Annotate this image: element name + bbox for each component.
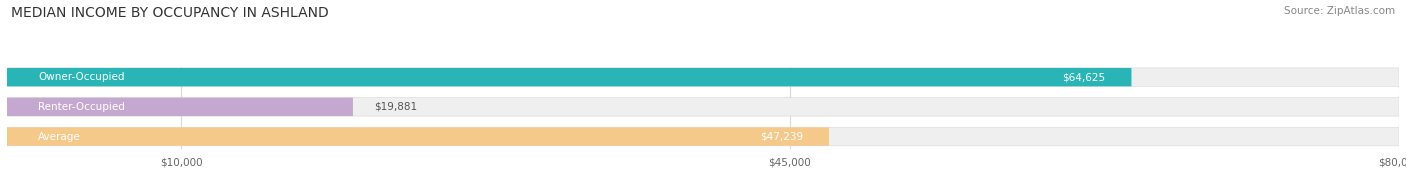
Text: $64,625: $64,625 <box>1062 72 1105 82</box>
Text: MEDIAN INCOME BY OCCUPANCY IN ASHLAND: MEDIAN INCOME BY OCCUPANCY IN ASHLAND <box>11 6 329 20</box>
FancyBboxPatch shape <box>7 68 1399 86</box>
Text: Owner-Occupied: Owner-Occupied <box>38 72 125 82</box>
Text: $47,239: $47,239 <box>759 132 803 142</box>
Text: $19,881: $19,881 <box>374 102 418 112</box>
Text: Renter-Occupied: Renter-Occupied <box>38 102 125 112</box>
FancyBboxPatch shape <box>7 127 1399 146</box>
FancyBboxPatch shape <box>7 98 353 116</box>
Text: Average: Average <box>38 132 82 142</box>
FancyBboxPatch shape <box>7 68 1132 86</box>
Text: Source: ZipAtlas.com: Source: ZipAtlas.com <box>1284 6 1395 16</box>
FancyBboxPatch shape <box>7 98 1399 116</box>
FancyBboxPatch shape <box>7 127 830 146</box>
